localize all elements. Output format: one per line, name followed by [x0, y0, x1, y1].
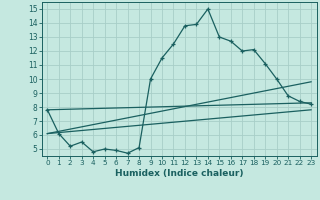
X-axis label: Humidex (Indice chaleur): Humidex (Indice chaleur) [115, 169, 244, 178]
